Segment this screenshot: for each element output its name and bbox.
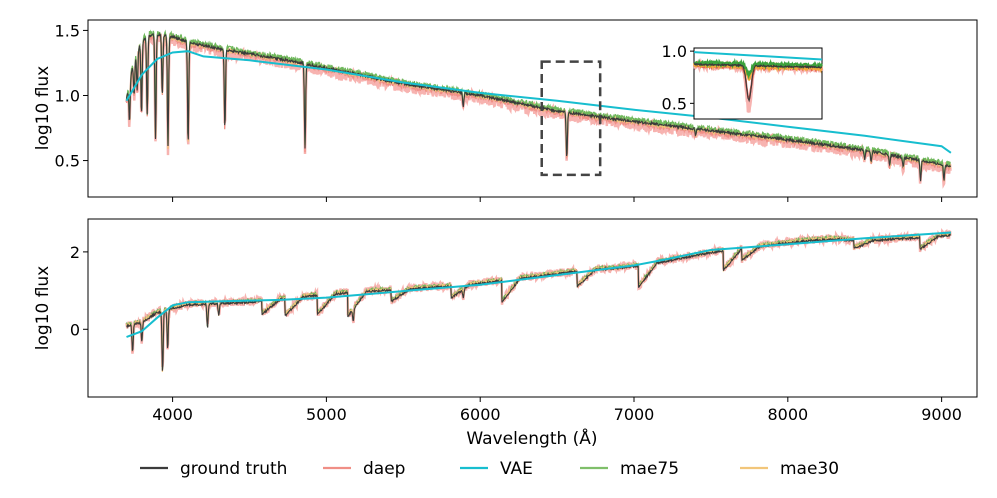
top-y-axis-label: log10 flux (33, 66, 53, 151)
top-y-tick-label: 1.0 (55, 86, 80, 105)
legend-label: daep (363, 459, 405, 479)
inset-curves (692, 51, 824, 113)
bottom-axes-frame (87, 218, 978, 398)
legend-label: mae30 (780, 459, 839, 479)
daep-band-series-bottom (125, 227, 952, 368)
legend-item-mae30: mae30 (740, 459, 839, 479)
x-tick-label: 8000 (767, 405, 808, 424)
ground-truth-series (125, 32, 952, 182)
bottom-panel: 4000 5000 6000 7000 8000 9000 02 log10 flux W… (33, 218, 978, 449)
inset-frame (693, 47, 823, 120)
top-y-tick-label: 0.5 (55, 152, 80, 171)
top-x-ticks (172, 197, 943, 202)
bottom-y-axis-label: log10 flux (33, 266, 53, 351)
inset-y-ticks: 0.5 1.0 (662, 42, 694, 113)
legend: ground truth daep VAE mae75 mae30 (140, 459, 839, 479)
inset-mae75 (693, 57, 823, 80)
x-axis-label: Wavelength (Å) (466, 427, 597, 449)
bottom-curves (125, 227, 952, 372)
mae30-series-bottom (125, 232, 952, 372)
bottom-y-tick-label: 0 (70, 320, 80, 339)
inset-y-tick-label: 1.0 (662, 42, 687, 61)
bottom-y-ticks: 02 (70, 243, 88, 339)
highlight-box (540, 60, 602, 177)
top-y-tick-label: 1.5 (55, 21, 80, 40)
ground-truth-series-bottom (126, 233, 951, 371)
inset-axes: 0.5 1.0 (662, 42, 824, 120)
x-tick-label: 4000 (152, 405, 193, 424)
vae-series (125, 50, 952, 154)
inset-ground-truth (693, 62, 823, 103)
top-y-ticks: 0.5 1.0 1.5 (55, 21, 88, 171)
x-tick-label: 7000 (614, 405, 655, 424)
legend-label: ground truth (180, 459, 287, 479)
inset-vae (693, 51, 823, 61)
x-tick-label: 5000 (306, 405, 347, 424)
x-tick-label: 6000 (460, 405, 501, 424)
bottom-y-tick-label: 2 (70, 243, 80, 262)
top-axes-frame (87, 19, 978, 198)
vae-series-bottom (126, 231, 951, 338)
legend-label: mae75 (620, 459, 679, 479)
inset-y-tick-label: 0.5 (662, 94, 687, 113)
bottom-x-ticks: 4000 5000 6000 7000 8000 9000 (152, 397, 962, 424)
legend-item-ground-truth: ground truth (140, 459, 287, 479)
legend-label: VAE (500, 459, 533, 479)
x-tick-label: 9000 (921, 405, 962, 424)
top-curves (125, 29, 952, 189)
legend-item-mae75: mae75 (580, 459, 679, 479)
legend-item-daep: daep (323, 459, 405, 479)
top-panel: 0.5 1.0 1.5 0.5 1.0 log10 flux (33, 19, 978, 202)
legend-item-VAE: VAE (460, 459, 533, 479)
